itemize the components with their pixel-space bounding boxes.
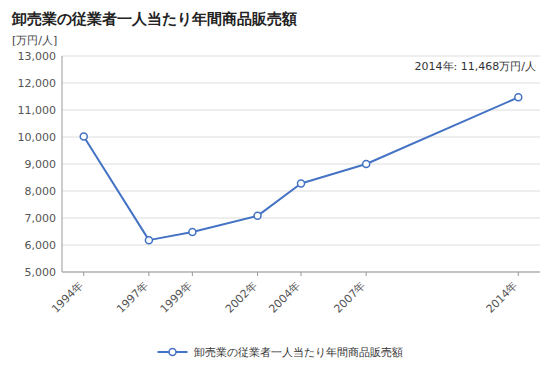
grid-line <box>62 56 540 57</box>
point <box>515 94 522 101</box>
y-tick-label: 12,000 <box>18 77 57 90</box>
grid-line <box>62 164 540 165</box>
grid-line <box>62 110 540 111</box>
y-tick-label: 5,000 <box>25 266 57 279</box>
x-tick <box>518 272 519 276</box>
y-tick-label: 6,000 <box>25 239 57 252</box>
point <box>189 229 196 236</box>
x-tick <box>148 272 149 276</box>
data-layer <box>80 94 522 244</box>
x-tick-label: 2002年 <box>223 279 260 316</box>
point <box>298 180 305 187</box>
x-tick <box>301 272 302 276</box>
y-tick-label: 13,000 <box>18 50 57 63</box>
y-tick-label: 11,000 <box>18 104 57 117</box>
grid-line <box>62 245 540 246</box>
x-tick <box>192 272 193 276</box>
x-tick-label: 2004年 <box>266 279 303 316</box>
grid <box>62 56 540 272</box>
point <box>80 133 87 140</box>
y-tick-label: 8,000 <box>25 185 57 198</box>
annotation: 2014年: 11,468万円/人 <box>415 60 536 73</box>
y-axis-label: [万円/人] <box>12 34 57 47</box>
y-tick-label: 10,000 <box>18 131 57 144</box>
line <box>84 97 519 240</box>
x-tick-label: 1994年 <box>49 279 86 316</box>
chart-container: 卸売業の従業者一人当たり年間商品販売額 [万円/人] 5,000 6,000 7,000… <box>0 0 560 366</box>
point <box>363 161 370 168</box>
x-tick <box>257 272 258 276</box>
legend-marker <box>169 349 176 356</box>
y-tick-label: 9,000 <box>25 158 57 171</box>
x-tick <box>83 272 84 276</box>
x-tick-label: 1999年 <box>158 279 195 316</box>
x-tick-label: 2014年 <box>484 279 521 316</box>
x-tick <box>366 272 367 276</box>
chart: 卸売業の従業者一人当たり年間商品販売額 [万円/人] 5,000 6,000 7,000… <box>0 0 560 366</box>
legend-label: 卸売業の従業者一人当たり年間商品販売額 <box>194 346 403 359</box>
legend: 卸売業の従業者一人当たり年間商品販売額 <box>158 346 403 359</box>
grid-line <box>62 137 540 138</box>
grid-line <box>62 83 540 84</box>
point <box>254 212 261 219</box>
grid-line <box>62 191 540 192</box>
x-tick-label: 2007年 <box>332 279 369 316</box>
y-axis-line <box>62 56 63 272</box>
plot-area <box>62 56 540 272</box>
y-tick-label: 7,000 <box>25 212 57 225</box>
x-tick-label: 1997年 <box>114 279 151 316</box>
point <box>145 237 152 244</box>
title: 卸売業の従業者一人当たり年間商品販売額 <box>11 10 297 28</box>
